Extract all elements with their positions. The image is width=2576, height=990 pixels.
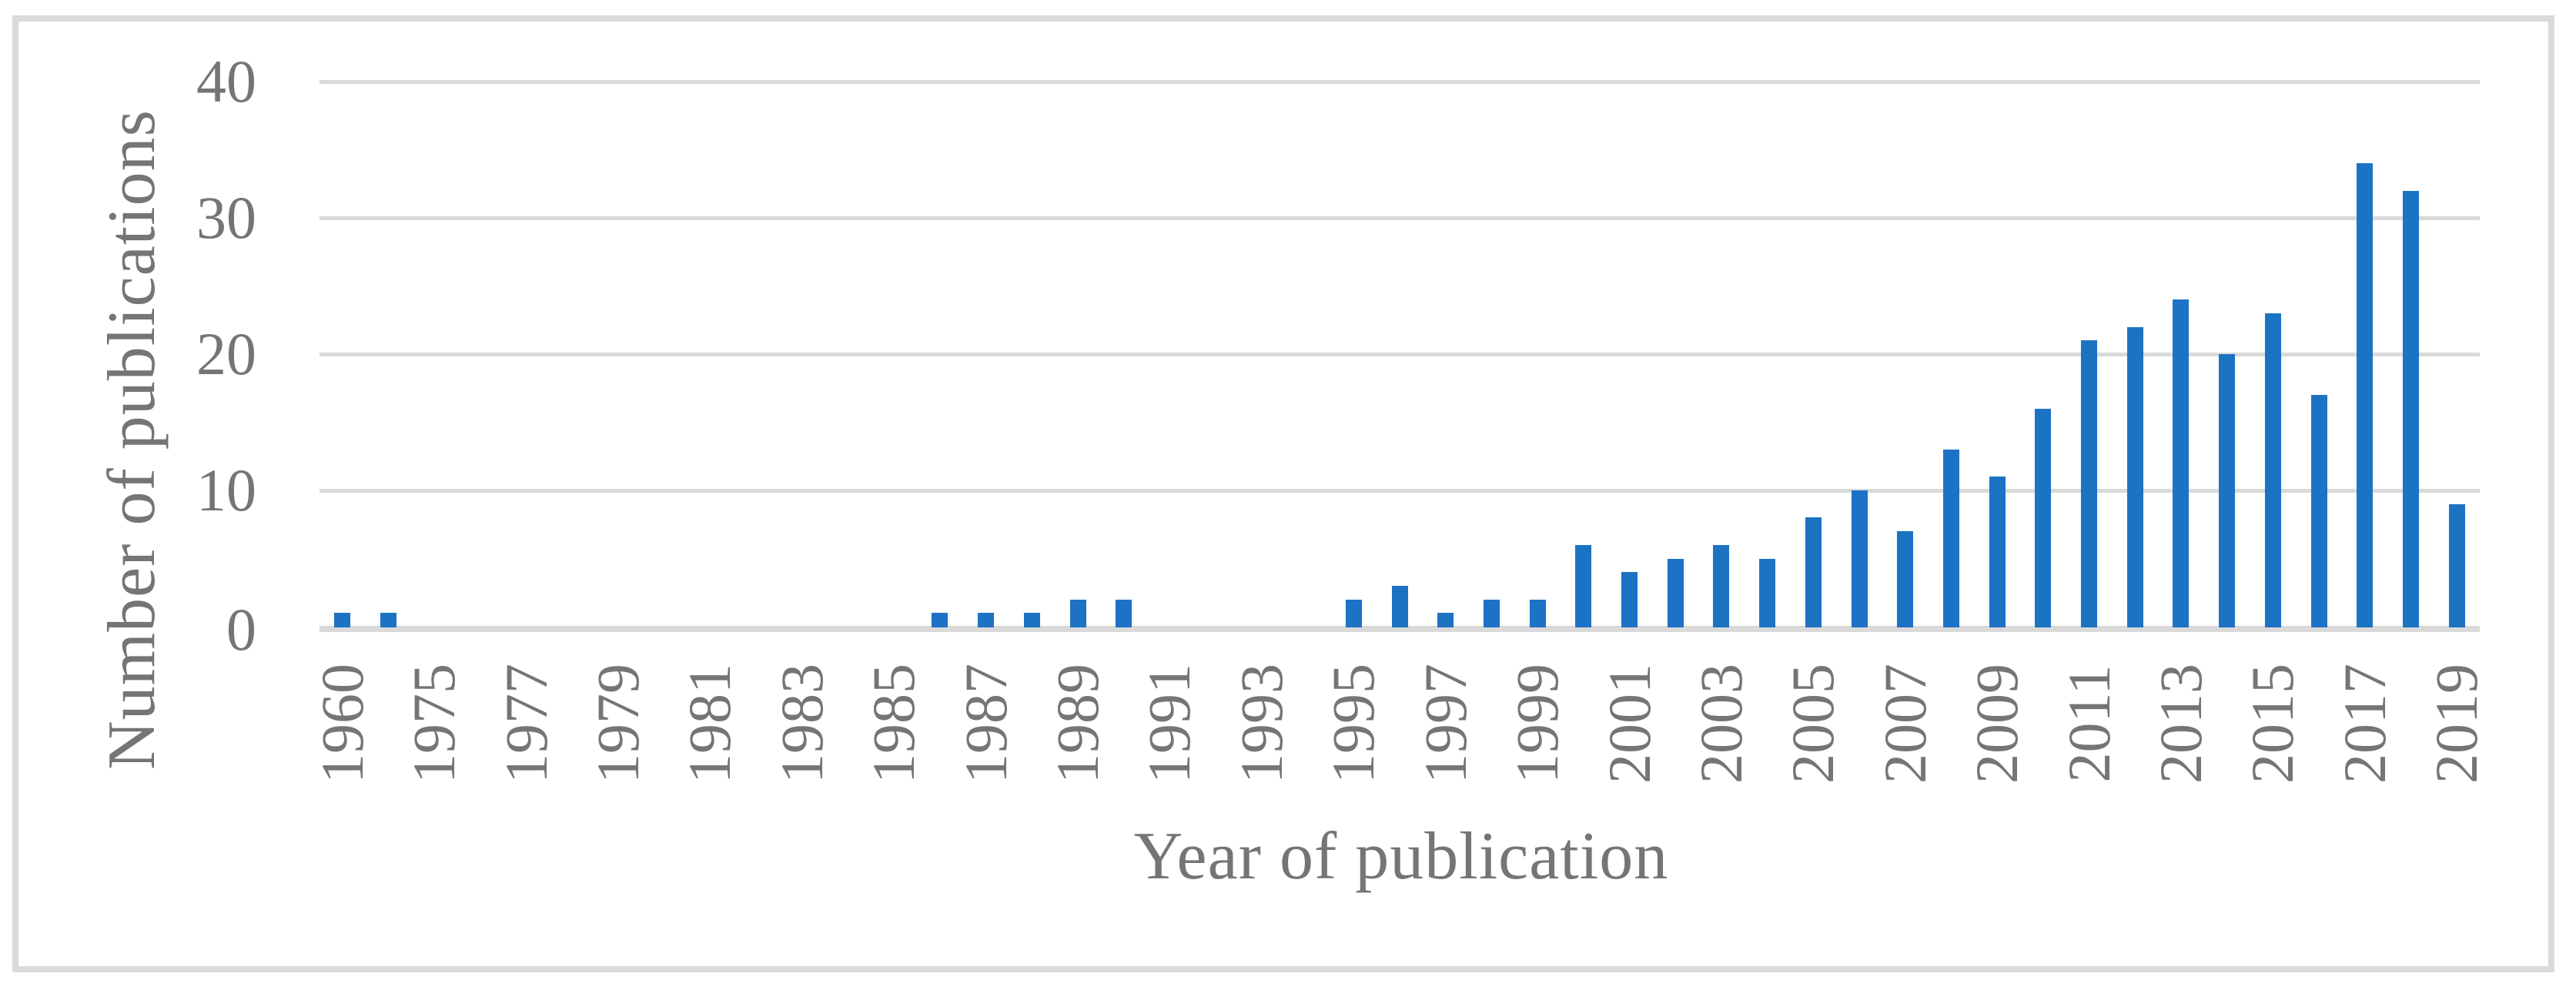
x-tick-label-2017: 2017: [2331, 664, 2398, 784]
x-tick-label-1991: 1991: [1136, 664, 1203, 784]
bar-2018: [2403, 191, 2419, 627]
bar-2019: [2449, 504, 2465, 627]
bar-1990: [1116, 600, 1132, 627]
x-tick-label-2009: 2009: [1963, 664, 2030, 784]
gridline-20: [319, 353, 2480, 356]
x-tick-label-1975: 1975: [400, 664, 467, 784]
bar-2014: [2219, 354, 2235, 627]
bar-1987: [978, 613, 994, 627]
bar-2000: [1575, 545, 1591, 627]
bar-2006: [1852, 490, 1868, 627]
bar-1999: [1530, 600, 1546, 627]
bar-1988: [1024, 613, 1040, 627]
y-tick-label-0: 0: [226, 596, 256, 663]
x-tick-label-1997: 1997: [1412, 664, 1479, 784]
x-tick-label-2015: 2015: [2239, 664, 2306, 784]
bar-1996: [1392, 586, 1408, 627]
x-tick-label-1983: 1983: [768, 664, 835, 784]
x-tick-label-2005: 2005: [1779, 664, 1846, 784]
bar-1998: [1484, 600, 1500, 627]
bar-1989: [1070, 600, 1086, 627]
x-tick-label-1987: 1987: [952, 664, 1019, 784]
bar-2011: [2081, 340, 2097, 627]
bar-2004: [1759, 559, 1775, 627]
bar-1995: [1346, 600, 1362, 627]
x-tick-label-1979: 1979: [584, 664, 651, 784]
x-tick-label-1989: 1989: [1044, 664, 1111, 784]
x-tick-label-1995: 1995: [1320, 664, 1387, 784]
bar-2003: [1713, 545, 1729, 627]
y-tick-label-10: 10: [196, 457, 256, 523]
bar-2009: [1989, 477, 2006, 627]
x-tick-label-2007: 2007: [1872, 664, 1939, 784]
bar-2008: [1943, 450, 1959, 627]
x-axis-line: [319, 626, 2480, 632]
bar-2017: [2357, 163, 2373, 627]
x-tick-label-2003: 2003: [1688, 664, 1755, 784]
x-tick-label-2011: 2011: [2056, 664, 2123, 783]
x-tick-label-1960: 1960: [309, 664, 376, 784]
gridline-30: [319, 216, 2480, 220]
bar-1997: [1437, 613, 1454, 627]
gridline-40: [319, 80, 2480, 84]
bar-1974: [380, 613, 396, 627]
bar-2013: [2173, 299, 2189, 627]
y-tick-label-40: 40: [196, 48, 256, 115]
bar-2005: [1805, 517, 1822, 627]
x-tick-label-1977: 1977: [493, 664, 560, 784]
bar-2012: [2127, 327, 2143, 627]
x-tick-label-1981: 1981: [676, 664, 743, 784]
y-axis-title: Number of publications: [95, 109, 169, 770]
bar-2015: [2265, 313, 2281, 627]
x-tick-label-2019: 2019: [2423, 664, 2490, 784]
y-tick-label-20: 20: [196, 320, 256, 387]
x-tick-label-1993: 1993: [1228, 664, 1295, 784]
bar-2007: [1897, 531, 1913, 627]
y-tick-label-30: 30: [196, 184, 256, 251]
bar-1986: [932, 613, 948, 627]
x-tick-label-2013: 2013: [2147, 664, 2214, 784]
bar-2016: [2311, 395, 2327, 627]
x-axis-title: Year of publication: [1133, 819, 1669, 894]
bar-2010: [2035, 409, 2051, 627]
gridline-10: [319, 489, 2480, 493]
x-tick-label-1999: 1999: [1504, 664, 1571, 784]
bar-2002: [1668, 559, 1684, 627]
bar-2001: [1621, 572, 1638, 627]
bar-1960: [334, 613, 350, 627]
x-tick-label-2001: 2001: [1596, 664, 1663, 784]
x-tick-label-1985: 1985: [860, 664, 927, 784]
